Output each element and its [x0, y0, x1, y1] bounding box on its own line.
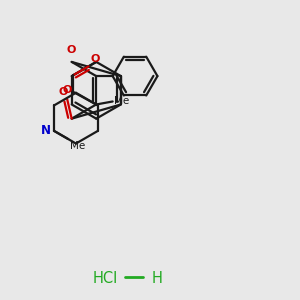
Text: HCl: HCl — [93, 271, 118, 286]
Text: Me: Me — [70, 140, 85, 151]
Text: O: O — [67, 45, 76, 55]
Text: O: O — [91, 54, 100, 64]
Text: N: N — [40, 124, 50, 137]
Text: Me: Me — [114, 97, 129, 106]
Text: H: H — [152, 271, 162, 286]
Text: O: O — [58, 87, 68, 97]
Text: O: O — [62, 85, 72, 95]
